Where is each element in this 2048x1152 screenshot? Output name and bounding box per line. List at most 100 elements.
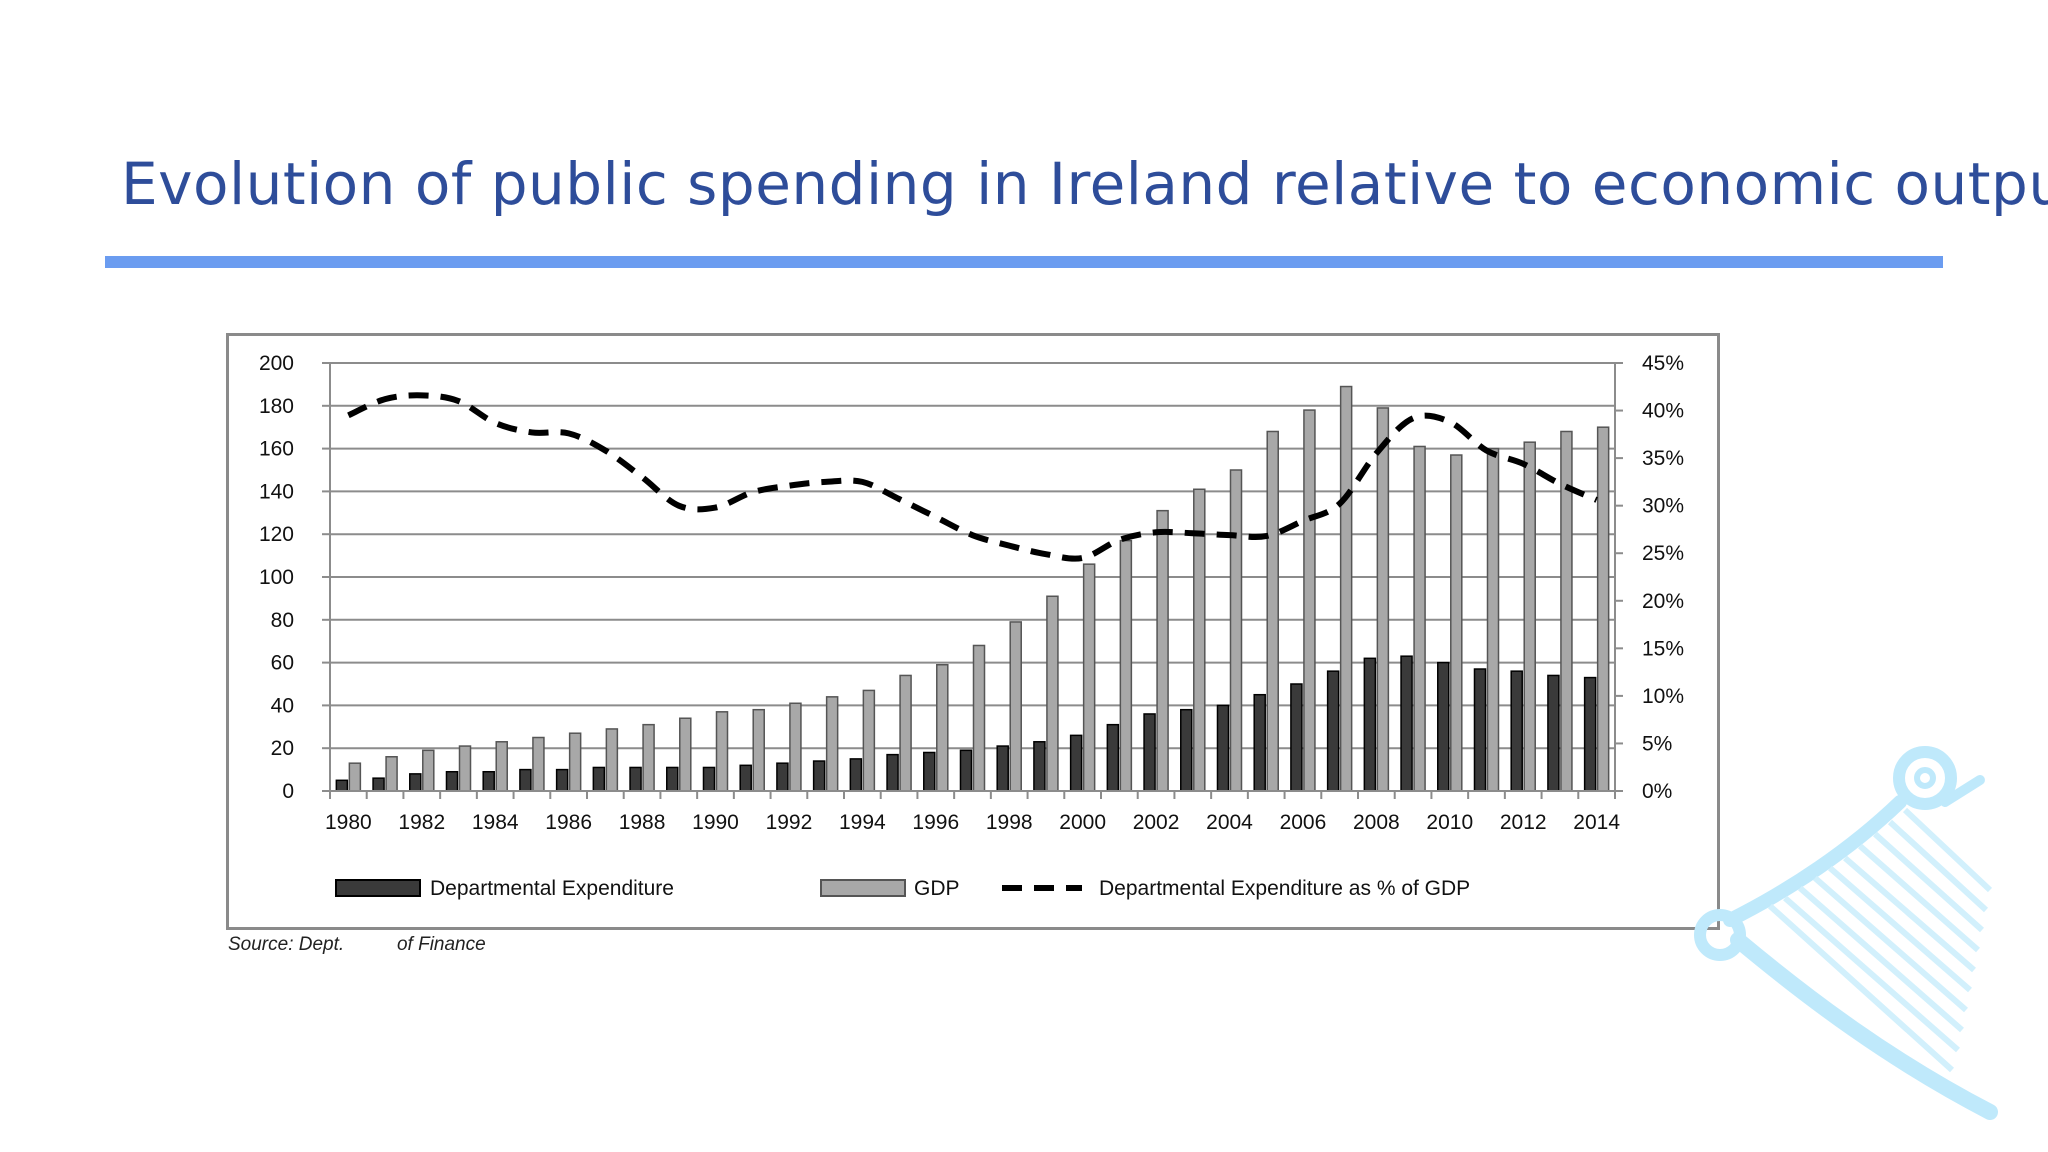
legend-swatch-expenditure [335, 879, 421, 897]
gdp-bar [1009, 621, 1022, 792]
expenditure-bar [849, 758, 863, 792]
expenditure-bar [1473, 668, 1487, 792]
expenditure-bar [482, 770, 495, 792]
expenditure-bar [555, 768, 569, 792]
gdp-bar [568, 732, 582, 792]
gdp-bar [972, 644, 986, 792]
gdp-bar [1266, 430, 1279, 792]
legend: Departmental Expenditure GDP Departmental … [335, 877, 1470, 900]
left-axis-tick-label: 40 [271, 694, 294, 717]
gdp-bar [1082, 563, 1096, 792]
gdp-bar [1303, 409, 1316, 792]
right-axis-tick-label: 40% [1642, 400, 1684, 423]
chart-frame [226, 333, 1720, 930]
x-axis-tick-label: 2008 [1353, 811, 1400, 834]
expenditure-bar [409, 773, 422, 792]
right-axis-tick-label: 20% [1642, 590, 1684, 613]
bars [335, 385, 1610, 792]
gdp-bar [1450, 454, 1463, 792]
x-axis-tick-label: 1998 [986, 811, 1033, 834]
expenditure-bar [1180, 708, 1193, 792]
x-axis-tick-label: 2004 [1206, 811, 1253, 834]
x-axis-tick-label: 1994 [839, 811, 886, 834]
expenditure-bar [1106, 723, 1120, 792]
gdp-bar [1486, 447, 1500, 792]
right-axis-tick-label: 30% [1642, 495, 1684, 518]
expenditure-bar [812, 760, 826, 792]
x-axis-tick-label: 1980 [325, 811, 372, 834]
expenditure-bar [519, 768, 532, 792]
left-axis-tick-label: 0 [282, 780, 294, 803]
x-axis-tick-label: 1988 [619, 811, 666, 834]
left-axis-tick-label: 180 [259, 395, 294, 418]
expenditure-bar [1437, 661, 1450, 792]
gdp-bar [422, 749, 435, 792]
gdp-bar [385, 756, 398, 792]
expenditure-bar [1290, 683, 1303, 792]
x-axis-tick-label: 1992 [766, 811, 813, 834]
legend-label-ratio: Departmental Expenditure as % of GDP [1099, 877, 1470, 900]
title-underline [105, 256, 1943, 268]
gdp-bar [789, 702, 802, 792]
left-axis-tick-label: 20 [271, 737, 294, 760]
expenditure-bar [886, 753, 899, 792]
harp-logo-watermark [1694, 746, 1998, 1120]
left-axis-tick-label: 200 [259, 352, 294, 375]
x-axis-tick-label: 2014 [1573, 811, 1620, 834]
expenditure-bar [1253, 693, 1266, 792]
left-axis-tick-label: 140 [259, 480, 294, 503]
source-prefix: Source: Dept. [228, 934, 345, 955]
expenditure-bar [1143, 713, 1156, 792]
ratio-line-layer [347, 392, 1598, 562]
expenditure-bar [702, 766, 716, 792]
expenditure-bar [1510, 670, 1523, 792]
gdp-bar [1596, 426, 1610, 792]
gdp-bar [1523, 441, 1536, 792]
left-axis-tick-label: 80 [271, 609, 294, 632]
x-axis-tick-label: 2006 [1280, 811, 1327, 834]
expenditure-bar [776, 762, 789, 792]
expenditure-bar [923, 751, 936, 792]
expenditure-bar [1400, 655, 1413, 792]
expenditure-bar [1547, 674, 1560, 792]
gdp-bar [715, 711, 729, 792]
x-axis-tick-label: 1982 [398, 811, 445, 834]
legend-swatch-gdp [820, 879, 906, 897]
x-axis-tick-label: 2000 [1059, 811, 1106, 834]
gdp-bar [1119, 539, 1133, 792]
expenditure-bar [372, 777, 385, 792]
gdp-bar [825, 696, 839, 792]
expenditure-bar [1216, 704, 1230, 792]
gdp-bar [605, 728, 619, 792]
expenditure-bar [739, 764, 752, 792]
expenditure-bar [1363, 657, 1377, 792]
right-axis-tick-label: 25% [1642, 542, 1684, 565]
gdp-bar [495, 741, 508, 792]
left-axis-tick-label: 60 [271, 652, 294, 675]
expenditure-bar [629, 766, 642, 792]
x-axis-tick-label: 2012 [1500, 811, 1547, 834]
expenditure-bar [1033, 741, 1046, 792]
gdp-bar [1413, 445, 1426, 792]
right-axis-tick-label: 15% [1642, 637, 1684, 660]
gdp-bar [752, 708, 765, 792]
right-axis-tick-label: 0% [1642, 780, 1672, 803]
source-suffix: of Finance [396, 934, 486, 955]
source-note: Source: Dept. of Finance [228, 934, 486, 956]
left-axis-tick-label: 120 [259, 523, 294, 546]
gdp-bar [458, 745, 472, 792]
left-axis-tick-label: 160 [259, 438, 294, 461]
right-axis-tick-label: 45% [1642, 352, 1684, 375]
expenditure-bar [1069, 734, 1083, 792]
gdp-bar [899, 674, 912, 792]
x-axis-tick-label: 1996 [912, 811, 959, 834]
right-axis-tick-label: 5% [1642, 732, 1672, 755]
ratio-line [347, 392, 1598, 562]
expenditure-bar [445, 770, 459, 792]
gdp-bar [862, 689, 876, 792]
x-axis-tick-label: 1990 [692, 811, 739, 834]
expenditure-bar [959, 749, 973, 792]
x-axis-tick-label: 1986 [545, 811, 592, 834]
left-axis-tick-label: 100 [259, 566, 294, 589]
expenditure-bar [666, 766, 679, 792]
